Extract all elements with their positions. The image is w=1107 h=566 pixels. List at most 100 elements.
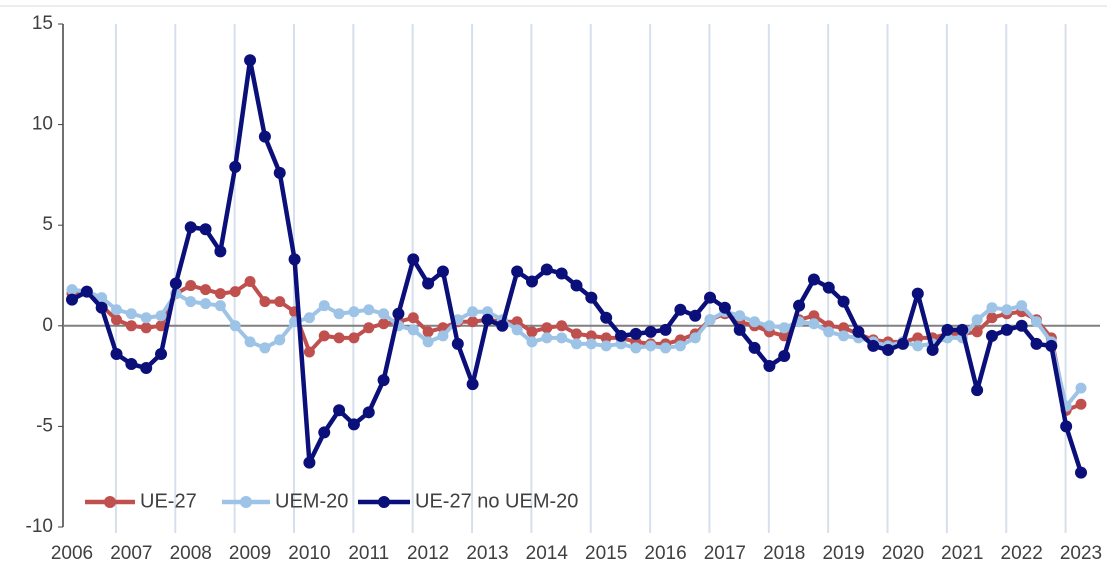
point bbox=[110, 347, 123, 360]
legend-label: UE-27 no UEM-20 bbox=[415, 490, 578, 512]
point bbox=[971, 384, 984, 397]
point bbox=[763, 360, 776, 373]
point bbox=[585, 291, 598, 304]
point bbox=[451, 337, 464, 350]
point bbox=[941, 323, 954, 336]
point bbox=[525, 275, 538, 288]
point bbox=[912, 340, 924, 352]
point bbox=[778, 322, 790, 334]
point bbox=[659, 323, 672, 336]
point bbox=[615, 329, 628, 342]
point bbox=[540, 263, 553, 276]
point bbox=[644, 325, 657, 338]
point bbox=[437, 330, 449, 342]
point bbox=[674, 340, 686, 352]
point bbox=[926, 343, 939, 356]
point bbox=[407, 324, 419, 336]
legend-label: UE-27 bbox=[140, 490, 197, 512]
point bbox=[630, 342, 642, 354]
point bbox=[1001, 304, 1013, 316]
y-tick-label: 15 bbox=[32, 13, 53, 34]
point bbox=[556, 332, 568, 344]
y-tick-label: -5 bbox=[36, 415, 53, 436]
point bbox=[229, 160, 242, 173]
x-tick-label: 2019 bbox=[822, 543, 864, 564]
point bbox=[571, 328, 582, 340]
point bbox=[1015, 319, 1028, 332]
point bbox=[155, 347, 168, 360]
point bbox=[660, 342, 672, 354]
point bbox=[808, 310, 820, 322]
point bbox=[140, 322, 152, 334]
point bbox=[704, 314, 716, 326]
point bbox=[971, 326, 983, 338]
x-tick-label: 2010 bbox=[288, 543, 330, 564]
point bbox=[748, 341, 761, 354]
point bbox=[971, 314, 983, 326]
point bbox=[422, 326, 434, 338]
point bbox=[718, 301, 731, 314]
point bbox=[689, 309, 702, 322]
point bbox=[377, 374, 390, 387]
point bbox=[793, 299, 806, 312]
point bbox=[140, 312, 152, 324]
x-tick-label: 2018 bbox=[763, 543, 805, 564]
point bbox=[1030, 316, 1042, 328]
point bbox=[882, 343, 895, 356]
point bbox=[333, 332, 345, 344]
point bbox=[778, 330, 790, 342]
point bbox=[258, 130, 271, 143]
point bbox=[733, 323, 746, 336]
point bbox=[348, 306, 360, 318]
point bbox=[496, 319, 509, 332]
point bbox=[511, 265, 524, 278]
x-tick-label: 2023 bbox=[1060, 543, 1102, 564]
point bbox=[244, 276, 256, 288]
point bbox=[259, 342, 271, 354]
point bbox=[378, 318, 390, 330]
point bbox=[274, 296, 286, 308]
point bbox=[229, 320, 241, 332]
point bbox=[229, 286, 241, 298]
point bbox=[95, 301, 108, 314]
point bbox=[407, 253, 420, 266]
point bbox=[274, 334, 286, 346]
point bbox=[318, 300, 330, 312]
point bbox=[407, 312, 419, 324]
point bbox=[911, 287, 924, 300]
point bbox=[125, 308, 137, 320]
point bbox=[467, 306, 479, 318]
legend-marker bbox=[104, 496, 116, 508]
point bbox=[807, 273, 820, 286]
point bbox=[347, 418, 360, 431]
point bbox=[526, 326, 538, 338]
point bbox=[214, 288, 226, 300]
legend-marker bbox=[378, 496, 390, 508]
point bbox=[555, 267, 568, 280]
point bbox=[986, 312, 998, 324]
point bbox=[125, 358, 138, 371]
point bbox=[526, 336, 538, 348]
x-tick-label: 2017 bbox=[704, 543, 746, 564]
point bbox=[333, 308, 345, 320]
point bbox=[838, 322, 850, 334]
point bbox=[318, 426, 331, 439]
point bbox=[259, 296, 271, 308]
y-tick-label: -10 bbox=[26, 516, 53, 537]
point bbox=[822, 281, 835, 294]
x-tick-label: 2013 bbox=[466, 543, 508, 564]
x-tick-label: 2011 bbox=[348, 543, 389, 564]
x-tick-label: 2022 bbox=[1001, 543, 1043, 564]
x-tick-label: 2007 bbox=[110, 543, 152, 564]
point bbox=[333, 404, 346, 417]
point bbox=[823, 326, 835, 338]
point bbox=[363, 304, 375, 316]
point bbox=[66, 293, 78, 306]
point bbox=[570, 279, 583, 292]
point bbox=[600, 311, 613, 324]
x-tick-label: 2012 bbox=[407, 543, 449, 564]
point bbox=[645, 340, 657, 352]
x-tick-label: 2016 bbox=[644, 543, 686, 564]
point bbox=[704, 291, 717, 304]
point bbox=[200, 284, 212, 296]
